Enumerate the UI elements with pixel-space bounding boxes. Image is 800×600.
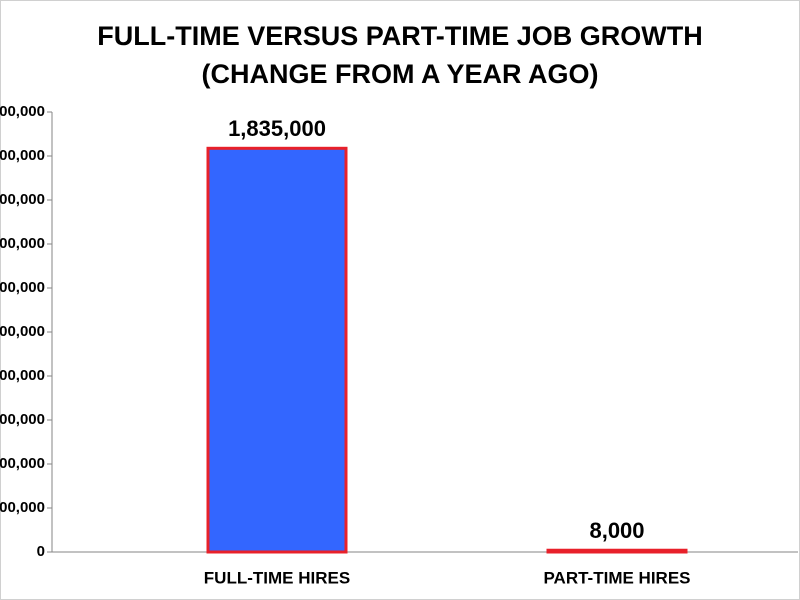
y-tick-label: 1,000,000 <box>0 323 45 340</box>
y-tick-label: 0 <box>37 543 45 560</box>
bar <box>206 146 348 554</box>
chart-title: FULL-TIME VERSUS PART-TIME JOB GROWTH <box>97 21 702 51</box>
y-tick-label: 1,200,000 <box>0 279 45 296</box>
x-tick-label: PART-TIME HIRES <box>543 568 690 587</box>
y-tick-label: 2,000,000 <box>0 103 45 120</box>
y-tick-label: 400,000 <box>0 455 45 472</box>
y-tick-label: 1,600,000 <box>0 191 45 208</box>
chart-title: (CHANGE FROM A YEAR AGO) <box>202 59 599 89</box>
data-label: 8,000 <box>589 518 644 543</box>
y-tick-label: 1,400,000 <box>0 235 45 252</box>
data-label: 1,835,000 <box>228 116 326 141</box>
y-tick-label: 200,000 <box>0 499 45 516</box>
x-tick-label: FULL-TIME HIRES <box>204 568 350 587</box>
y-tick-label: 600,000 <box>0 411 45 428</box>
bar <box>546 548 688 554</box>
y-tick-label: 1,800,000 <box>0 147 45 164</box>
y-tick-label: 800,000 <box>0 367 45 384</box>
